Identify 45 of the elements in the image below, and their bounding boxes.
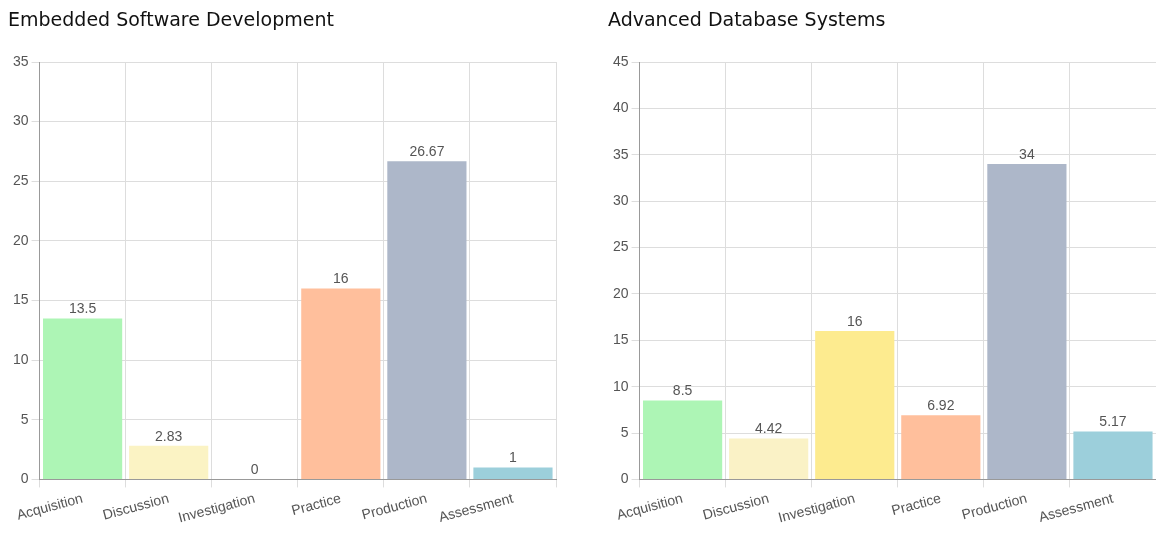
- data-label: 16: [846, 312, 863, 329]
- y-tick-label: 0: [620, 470, 629, 487]
- bar: [729, 438, 809, 479]
- bar: [387, 161, 467, 479]
- data-label: 0: [250, 461, 259, 478]
- data-label: 6.92: [927, 397, 955, 414]
- bar: [815, 331, 895, 479]
- y-tick-label: 15: [612, 331, 629, 348]
- y-tick-label: 20: [12, 231, 29, 248]
- bar: [901, 415, 981, 479]
- data-label: 4.42: [755, 420, 783, 437]
- y-tick-label: 35: [612, 145, 629, 162]
- y-tick-label: 25: [612, 238, 629, 255]
- x-tick-label: Practice: [889, 489, 943, 519]
- data-label: 16: [333, 270, 349, 287]
- y-tick-label: 30: [612, 192, 629, 208]
- data-label: 2.83: [155, 427, 183, 444]
- data-label: 34: [1019, 145, 1035, 162]
- bar: [643, 400, 723, 479]
- y-tick-label: 25: [12, 172, 29, 189]
- data-label: 13.5: [68, 300, 97, 317]
- y-tick-label: 45: [612, 52, 629, 69]
- data-label: 8.5: [672, 382, 693, 399]
- bar: [987, 164, 1067, 479]
- data-label: 5.17: [1099, 413, 1127, 430]
- chart-title: Advanced Database Systems: [608, 8, 886, 30]
- bar: [1073, 431, 1153, 479]
- y-tick-label: 15: [12, 291, 29, 308]
- y-tick-label: 10: [612, 377, 629, 394]
- bar: [129, 445, 209, 479]
- y-tick-label: 0: [20, 470, 29, 487]
- bar: [473, 467, 553, 479]
- x-tick-label: Practice: [289, 489, 343, 519]
- y-tick-label: 40: [612, 99, 629, 116]
- chart-title: Embedded Software Development: [8, 8, 334, 30]
- bar: [301, 288, 381, 479]
- y-tick-label: 35: [12, 52, 29, 69]
- y-tick-label: 10: [12, 351, 29, 368]
- data-label: 26.67: [409, 143, 445, 160]
- y-tick-label: 20: [612, 284, 629, 301]
- bar: [43, 318, 123, 479]
- data-label: 1: [509, 449, 518, 466]
- y-tick-label: 30: [12, 112, 29, 129]
- y-tick-label: 5: [620, 423, 629, 440]
- y-tick-label: 5: [20, 410, 29, 427]
